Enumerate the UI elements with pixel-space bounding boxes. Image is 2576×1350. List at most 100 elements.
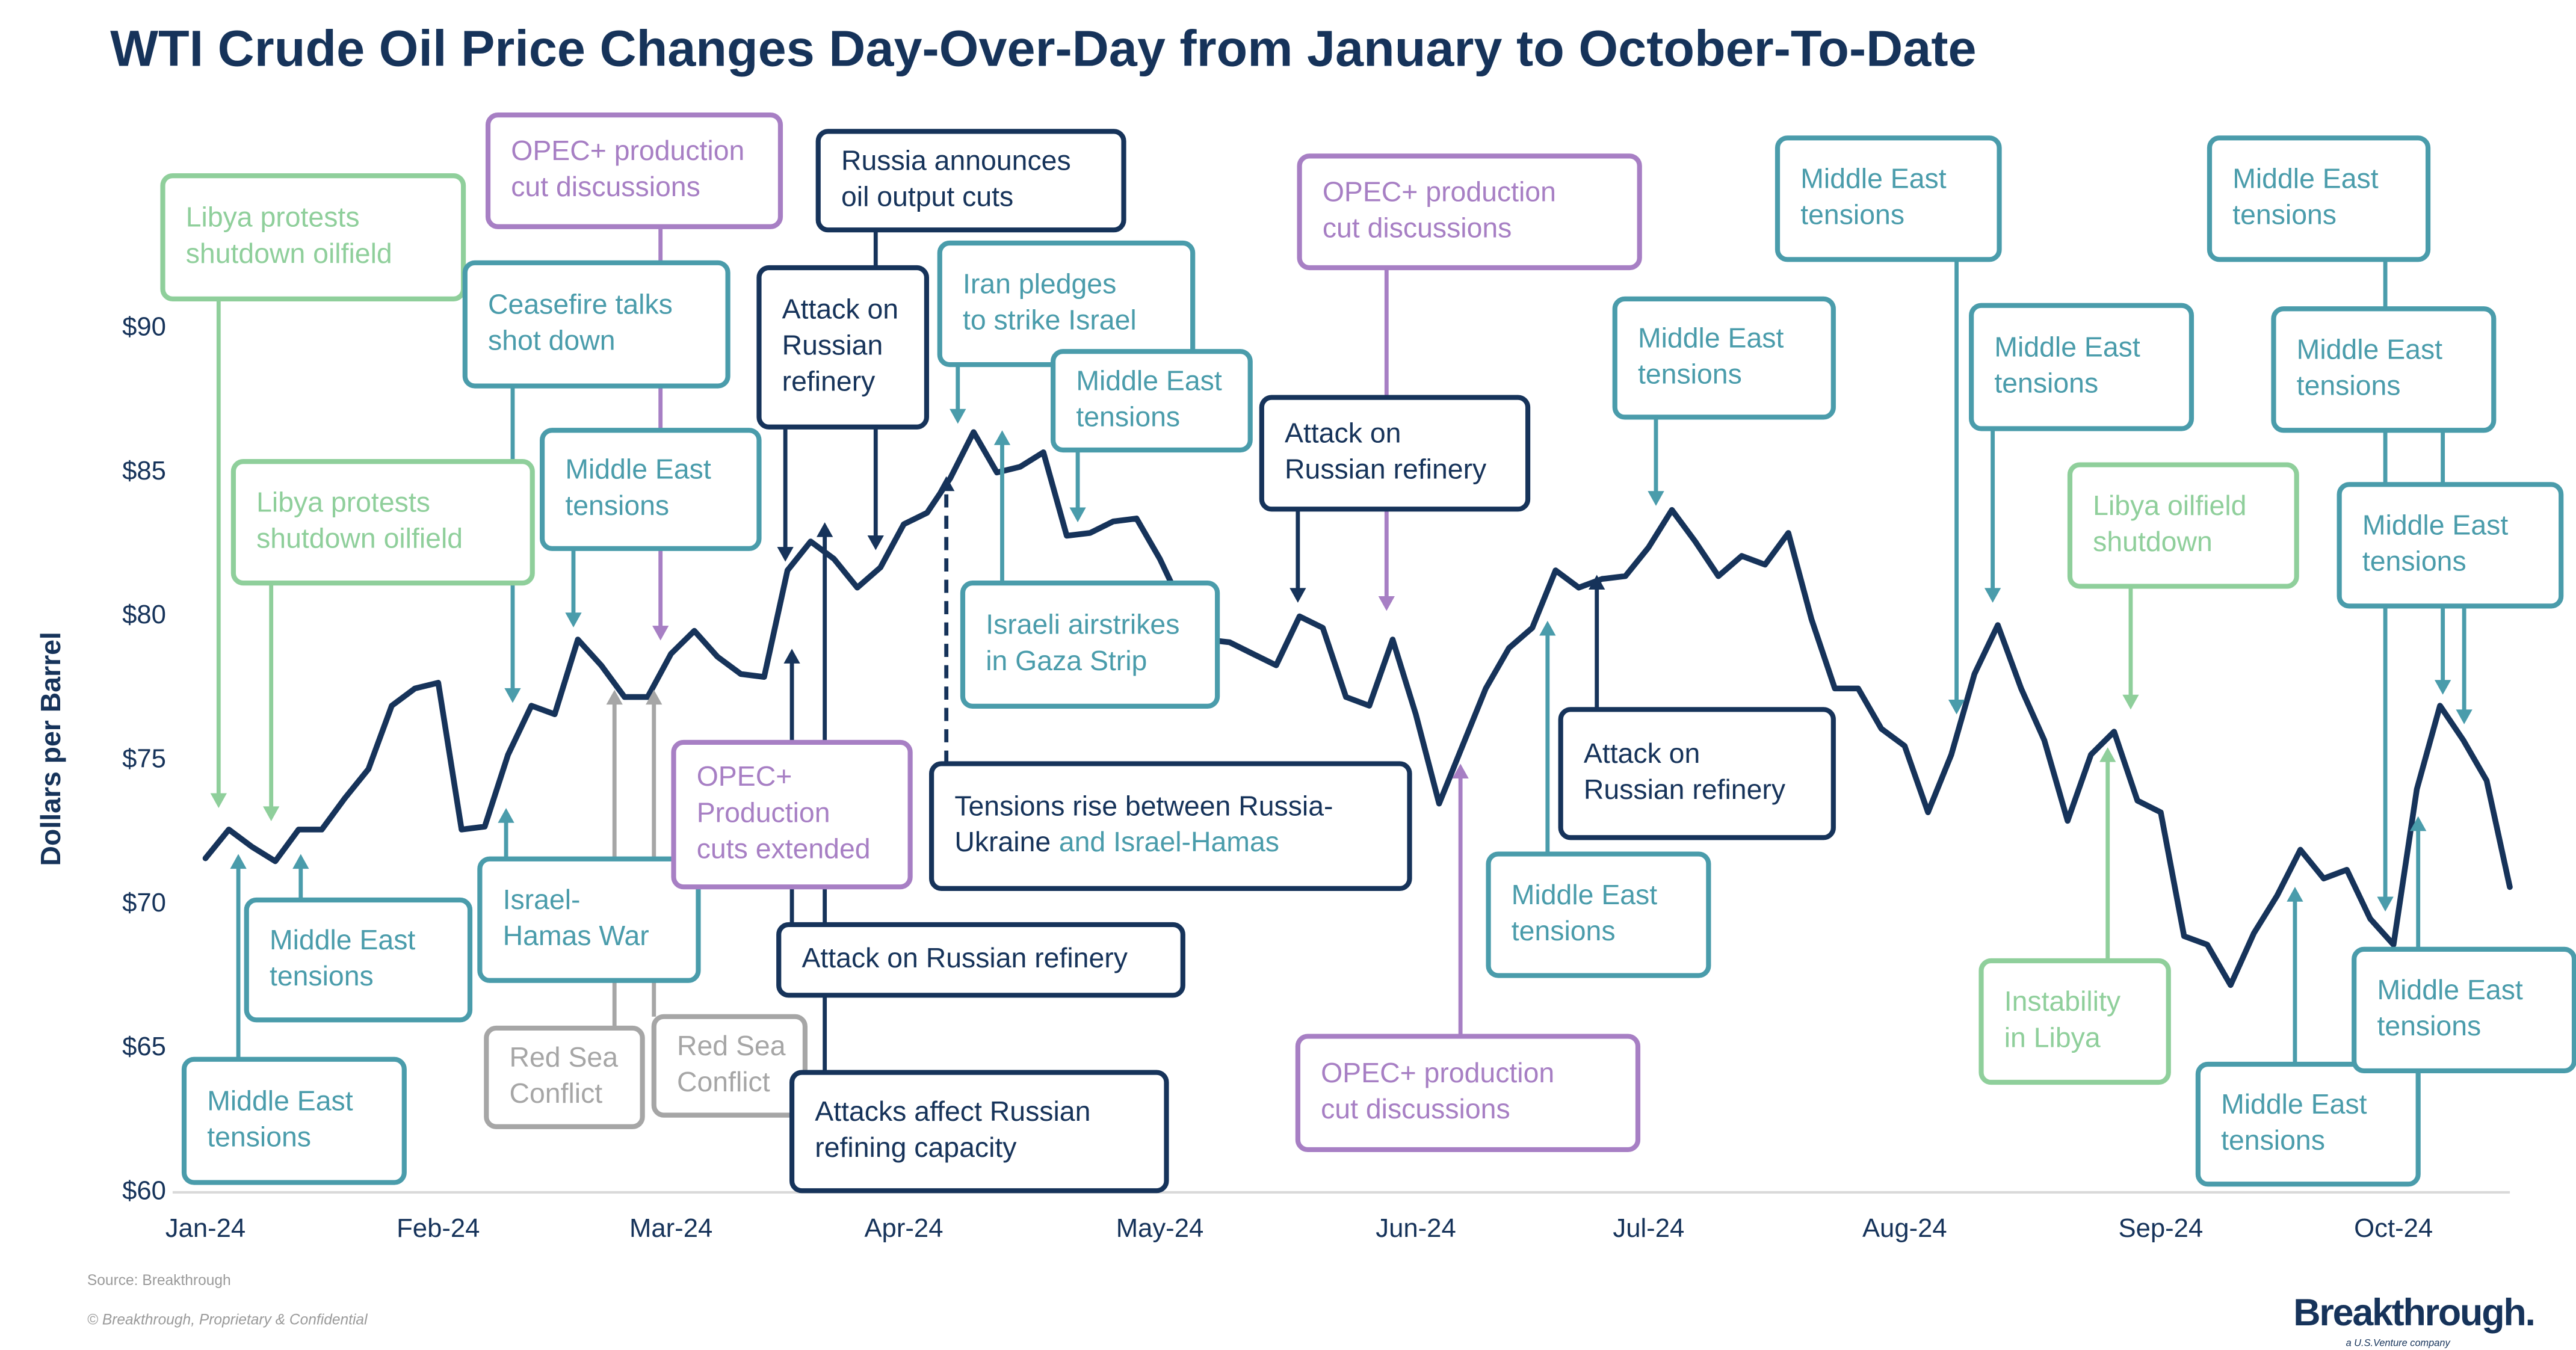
annotation-box [160,173,466,301]
annotation-text: tensions [2377,1010,2481,1041]
arrow-head [646,689,663,705]
annotation-box [1297,153,1642,271]
annotation-text: tensions [207,1121,311,1152]
annotation-box [789,1070,1169,1194]
annotation-text: tensions [1994,367,2098,398]
annotation-box [2352,946,2576,1074]
copyright: © Breakthrough, Proprietary & Confidenti… [87,1311,368,1328]
annotation-text: Middle East [1076,365,1222,396]
annotation-box [485,112,783,229]
annotation-text: Libya protests [256,486,430,517]
annotation-text: tensions [2362,546,2466,577]
annotation-box [929,761,1412,891]
y-tick-label: $80 [122,600,166,629]
x-tick-label: Oct-24 [2354,1213,2433,1243]
y-axis-label: Dollars per Barrel [35,632,66,866]
annotation-box [540,428,762,551]
annotation-text: OPEC+ [697,760,792,792]
annotation-text: Middle East [1994,331,2140,362]
annotation-text: to strike Israel [963,304,1137,335]
annotation-text: refining capacity [815,1132,1017,1163]
annotation-text: Russian refinery [1285,454,1487,485]
annotation-box [1558,707,1836,840]
annotation-text: Ceasefire talks [488,288,673,319]
annotation-text: cut discussions [1321,1093,1510,1124]
x-tick-label: Feb-24 [397,1213,480,1243]
x-tick-label: Aug-24 [1862,1213,1947,1243]
annotation-text: Attack on [782,294,898,325]
annotation-text-part: Ukraine [954,826,1051,857]
annotation-text: tensions [2297,370,2401,401]
annotation-box [1051,349,1253,453]
annotation-text: shutdown oilfield [256,522,463,553]
arrow-head [498,808,514,823]
annotation-text: in Libya [2004,1022,2101,1053]
arrow-head [1069,507,1086,523]
logo-tagline: a U.S.Venture company [2346,1337,2451,1348]
annotation-text: tensions [270,960,374,991]
arrow-head [2377,896,2394,912]
arrow-head [652,626,669,641]
annotation-text: Ukraine and Israel-Hamas [954,826,1279,857]
arrow-head [1984,588,2001,603]
arrow-head [938,476,955,492]
annotation-text: Middle East [2221,1088,2367,1120]
annotation-text: shutdown oilfield [186,238,392,269]
annotation-box [960,581,1220,709]
annotation-text: Middle East [207,1085,353,1116]
annotation-text: Conflict [677,1066,770,1097]
annotation-text: Russian [782,330,883,361]
annotation-box [1969,303,2195,431]
annotation-text: in Gaza Strip [986,645,1147,676]
annotation-box [2271,306,2497,433]
annotation-text: Middle East [565,454,711,485]
annotation-text: tensions [2232,199,2337,230]
logo: Breakthrough. [2293,1292,2534,1334]
annotation-text: shutdown [2093,526,2213,557]
x-tick-label: May-24 [1116,1213,1204,1243]
annotation-box [1612,296,1836,420]
annotation-box [776,922,1185,998]
arrow-head [230,854,247,869]
annotation-text: tensions [1800,199,1904,230]
annotation-box [2195,1061,2421,1187]
arrow-head [2434,680,2451,695]
annotation-box [1774,135,2002,262]
x-tick-label: Mar-24 [629,1213,712,1243]
x-tick-label: Jan-24 [165,1213,246,1243]
annotation-box [1295,1034,1641,1153]
annotation-box [462,260,730,389]
arrow-head [504,688,521,703]
arrow-head [950,408,966,424]
annotation-text: Israeli airstrikes [986,609,1179,640]
arrow-head [606,689,623,705]
y-tick-label: $85 [122,456,166,485]
annotation-text: Attack on [1285,418,1401,449]
annotation-text: Red Sea [677,1030,786,1061]
annotation-box [230,459,535,586]
annotation-text: OPEC+ production [511,135,744,166]
annotation-text: cut discussions [1323,212,1512,243]
arrow-head [1539,620,1556,636]
annotation-text: cut discussions [511,171,700,202]
arrow-head [2122,694,2139,710]
annotation-text: Instability [2004,985,2121,1017]
arrow-head [1290,588,1306,603]
annotation-text: Middle East [1512,879,1657,910]
annotation-box [181,1056,407,1185]
arrow-head [2099,747,2116,762]
annotation-text: Libya protests [186,202,360,233]
y-tick-label: $60 [122,1176,166,1205]
annotation-text: Middle East [2362,510,2508,541]
annotation-text: tensions [2221,1124,2325,1156]
y-tick-label: $65 [122,1032,166,1061]
annotation-box [1259,395,1531,512]
arrow-head [867,535,884,550]
annotation-box [2337,482,2564,609]
annotation-text: Middle East [2377,974,2522,1005]
arrow-head [1589,575,1605,590]
annotation-text: Iran pledges [963,268,1116,299]
annotation-text: Production [697,797,830,828]
arrow-head [1452,763,1469,778]
